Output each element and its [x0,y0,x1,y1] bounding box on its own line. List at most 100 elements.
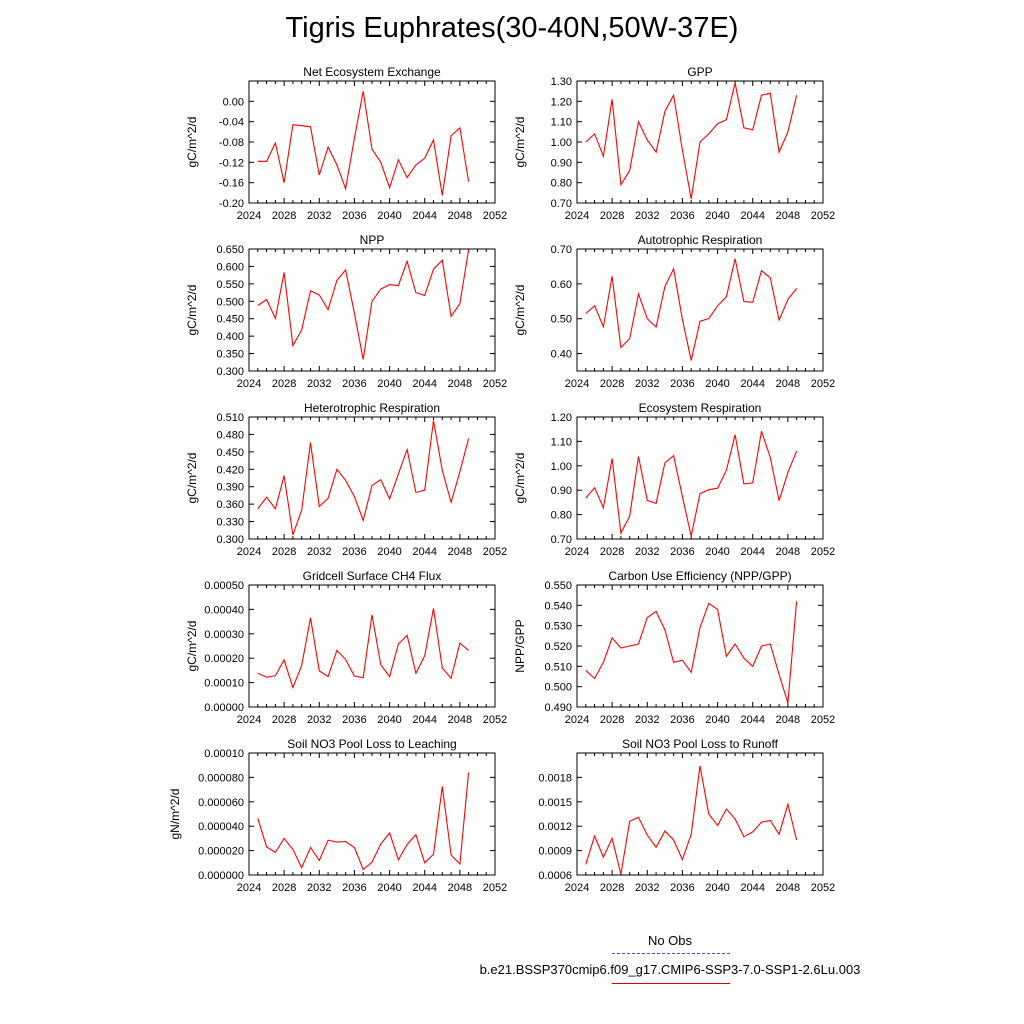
y-tick-label: 1.30 [551,76,572,88]
y-axis-label-6: gC/m^2/d [513,453,527,504]
x-tick-label: 2048 [448,210,472,222]
y-tick-label: -0.08 [219,137,244,149]
series-line-3 [257,249,470,360]
y-tick-label: 0.540 [544,600,572,612]
plot-frame-7 [248,584,496,708]
legend-no-obs-line [612,953,730,954]
y-tick-label: 0.500 [544,682,572,694]
y-tick-label: 1.20 [551,412,572,424]
y-axis-label-1: gC/m^2/d [185,117,199,168]
series-line-2 [585,82,798,199]
y-tick-label: 1.00 [551,461,572,473]
x-tick-label: 2048 [776,210,800,222]
y-tick-label: 0.0015 [538,797,572,809]
x-tick-label: 2040 [705,378,729,390]
x-tick-label: 2028 [600,882,624,894]
series-line-6 [585,431,798,537]
x-tick-label: 2036 [670,546,694,558]
y-axis-label-4: gC/m^2/d [513,285,527,336]
x-tick-label: 2040 [705,210,729,222]
x-tick-label: 2044 [412,378,436,390]
y-tick-label: 0.550 [544,580,572,592]
chart-title-6: Ecosystem Respiration [639,401,762,415]
x-tick-label: 2044 [412,882,436,894]
x-tick-label: 2032 [307,714,331,726]
y-tick-label: 0.550 [216,279,244,291]
y-tick-label: 0.490 [544,702,572,714]
x-tick-label: 2048 [776,714,800,726]
series-line-1 [257,91,470,196]
x-tick-label: 2052 [811,882,835,894]
x-tick-label: 2024 [237,210,261,222]
plot-frame-1 [248,80,496,204]
y-tick-label: 0.70 [551,198,572,210]
x-tick-label: 2024 [237,378,261,390]
x-tick-label: 2032 [307,210,331,222]
legend-case-line [612,983,730,984]
y-tick-label: 0.000000 [198,870,244,882]
x-tick-label: 2052 [483,714,507,726]
plot-frame-10 [576,752,824,876]
chart-title-2: GPP [687,65,712,79]
y-tick-label: 0.70 [551,534,572,546]
y-tick-label: 0.00020 [204,653,244,665]
y-tick-label: 0.600 [216,261,244,273]
y-tick-label: 0.350 [216,349,244,361]
x-tick-label: 2052 [811,714,835,726]
x-tick-label: 2040 [377,378,401,390]
x-tick-label: 2028 [272,882,296,894]
chart-title-1: Net Ecosystem Exchange [303,65,441,79]
y-tick-label: 0.0018 [538,772,572,784]
x-tick-label: 2044 [412,210,436,222]
y-tick-label: 0.60 [551,279,572,291]
y-tick-label: 0.70 [551,244,572,256]
series-line-8 [585,601,798,704]
y-tick-label: 0.510 [216,412,244,424]
y-tick-label: 0.50 [551,314,572,326]
y-tick-label: 0.300 [216,534,244,546]
x-tick-label: 2032 [307,378,331,390]
y-tick-label: 0.00030 [204,629,244,641]
x-tick-label: 2024 [237,714,261,726]
plot-frame-8 [576,584,824,708]
x-tick-label: 2040 [705,714,729,726]
x-tick-label: 2024 [565,210,589,222]
x-tick-label: 2036 [670,378,694,390]
y-tick-label: 0.80 [551,510,572,522]
x-tick-label: 2044 [740,378,764,390]
y-tick-label: 0.0006 [538,870,572,882]
x-tick-label: 2024 [565,882,589,894]
series-line-4 [585,258,798,361]
y-tick-label: 0.90 [551,485,572,497]
chart-title-9: Soil NO3 Pool Loss to Leaching [287,737,456,751]
y-tick-label: 0.420 [216,464,244,476]
x-tick-label: 2024 [565,378,589,390]
x-tick-label: 2052 [811,210,835,222]
y-tick-label: 1.10 [551,436,572,448]
y-tick-label: 0.00010 [204,748,244,760]
x-tick-label: 2052 [811,378,835,390]
x-tick-label: 2028 [272,546,296,558]
x-tick-label: 2044 [412,546,436,558]
chart-title-3: NPP [360,233,385,247]
y-tick-label: 1.20 [551,96,572,108]
y-tick-label: -0.20 [219,198,244,210]
y-axis-label-5: gC/m^2/d [185,453,199,504]
y-tick-label: -0.12 [219,157,244,169]
x-tick-label: 2044 [740,210,764,222]
y-tick-label: 0.90 [551,157,572,169]
y-tick-label: -0.04 [219,117,244,129]
y-tick-label: 0.00010 [204,678,244,690]
y-tick-label: 0.00 [223,96,244,108]
legend-case-label: b.e21.BSSP370cmip6.f09_g17.CMIP6-SSP3-7.… [479,962,861,977]
x-tick-label: 2048 [448,378,472,390]
y-tick-label: 1.10 [551,117,572,129]
y-tick-label: 0.000020 [198,846,244,858]
x-tick-label: 2036 [342,714,366,726]
x-tick-label: 2028 [272,378,296,390]
x-tick-label: 2028 [600,546,624,558]
y-tick-label: -0.16 [219,178,244,190]
chart-title-4: Autotrophic Respiration [638,233,763,247]
x-tick-label: 2044 [740,546,764,558]
